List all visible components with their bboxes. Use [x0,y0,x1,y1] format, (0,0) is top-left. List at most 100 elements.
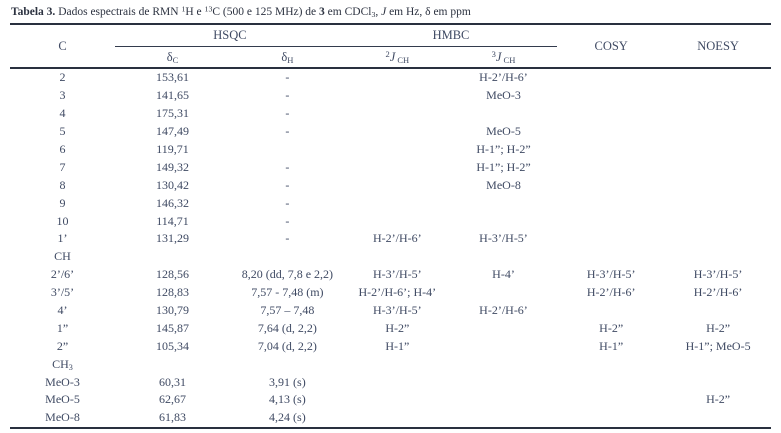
cell-c: 9 [59,195,66,210]
col-group-hmbc: HMBC [344,24,558,47]
cell-delta-c: 175,31 [155,106,189,121]
cell-noesy [665,230,771,248]
cell-cosy: H-2’/H-6’ [586,285,636,300]
cell-3jch [450,212,557,230]
cell-cosy [557,158,665,176]
cell-noesy: H-1”; MeO-5 [685,338,751,353]
table-row: 2’/6’ 128,56 8,20 (dd, 7,8 e 2,2) H-3’/H-5’… [10,266,771,284]
cell-delta-c: 146,32 [155,195,189,210]
cell-noesy [665,194,771,212]
cell-3jch: H-4’ [492,267,515,282]
col-header-noesy: NOESY [697,38,739,53]
cell-delta-h: - [285,106,290,121]
cell-delta-c: 119,71 [156,142,189,156]
table-row: 3’/5’ 128,83 7,57 - 7,48 (m) H-2’/H-6’; H-4… [10,284,771,302]
table-row: 8 130,42 - MeO-8 [10,176,771,194]
cell-c: CH3 [52,356,73,372]
table-row: MeO-3 60,31 3,91 (s) [10,373,771,391]
table-row: 1” 145,87 7,64 (d, 2,2) H-2” H-2” H-2” [10,319,771,337]
cell-noesy: H-3’/H-5’ [693,267,743,282]
cell-c: 5 [59,124,66,139]
cell-noesy [665,248,771,266]
cell-c: MeO-8 [45,410,80,425]
cell-c: CH [54,249,71,264]
cell-delta-c: 61,83 [158,410,186,425]
cell-delta-h: 3,91 (s) [269,374,306,389]
cell-delta-h [230,248,345,266]
cell-delta-h [230,141,345,159]
cell-noesy [665,158,771,176]
col-header-delta-c: δC [166,49,179,65]
cell-2jch [345,158,450,176]
cell-c: MeO-5 [45,392,80,407]
cell-delta-c: 130,79 [155,303,189,318]
col-header-cosy: COSY [594,38,628,53]
cell-delta-h: - [285,159,290,174]
cell-3jch [450,105,557,123]
cell-2jch: H-2’/H-6’ [373,231,422,246]
cell-3jch [450,373,557,391]
cell-noesy [665,176,771,194]
cell-delta-c: 128,83 [155,285,189,300]
cell-2jch: H-2’/H-6’; H-4’ [358,285,437,300]
cell-cosy [557,409,665,428]
cell-delta-h [230,355,345,373]
col-header-c: C [58,38,67,53]
col-header-3jch: 3J CH [491,48,516,65]
cell-cosy: H-3’/H-5’ [586,267,636,282]
cell-delta-h: - [285,124,290,139]
cell-delta-h: - [285,231,290,246]
cell-3jch: H-1”; H-2” [476,159,531,174]
cell-2jch: H-2” [385,320,410,335]
cell-2jch: H-1” [385,338,410,353]
table-row: 9 146,32 - [10,194,771,212]
cell-c: 6 [59,142,66,156]
cell-2jch [345,355,450,373]
nmr-data-table: C HSQC HMBC COSY NOESY δC δH 2J CH 3J CH… [10,23,771,429]
cell-delta-c [115,355,230,373]
cell-2jch [345,212,450,230]
cell-c: 1” [56,320,69,335]
cell-noesy [665,68,771,87]
cell-3jch: H-3’/H-5’ [479,231,528,246]
cell-delta-h: - [285,177,290,192]
cell-delta-c: 105,34 [155,338,189,353]
cell-delta-h: - [285,70,290,85]
cell-2jch [345,373,450,391]
cell-3jch [450,391,557,409]
cell-delta-c: 147,49 [155,124,189,139]
cell-noesy [665,123,771,141]
cell-3jch [450,355,557,373]
cell-noesy [665,409,771,428]
cell-c: 7 [59,159,66,174]
table-row: 5 147,49 - MeO-5 [10,123,771,141]
cell-3jch [450,319,557,337]
cell-delta-h: - [285,195,290,210]
cell-noesy [665,355,771,373]
cell-delta-c: 60,31 [158,374,186,389]
cell-c: 4’ [57,303,68,318]
cell-cosy: H-2” [599,320,624,335]
cell-3jch [450,248,557,266]
table-row: 10 114,71 - [10,212,771,230]
table-row: CH [10,248,771,266]
cell-3jch [450,337,557,355]
cell-noesy [665,302,771,320]
table-row: 2” 105,34 7,04 (d, 2,2) H-1” H-1” H-1”; MeO-5 [10,337,771,355]
cell-2jch [345,105,450,123]
table-row: 3 141,65 - MeO-3 [10,87,771,105]
cell-delta-h: 4,24 (s) [269,410,306,425]
table-row: 2 153,61 - H-2’/H-6’ [10,68,771,87]
cell-delta-c: 149,32 [155,159,189,174]
cell-3jch [450,194,557,212]
col-header-2jch: 2J CH [385,48,410,65]
cell-2jch [345,194,450,212]
cell-3jch [450,284,557,302]
cell-delta-c: 62,67 [158,392,186,407]
table-row: 6 119,71 H-1”; H-2” [10,141,771,159]
cell-noesy: H-2” [706,320,731,335]
col-group-hsqc: HSQC [115,24,345,47]
cell-2jch [345,391,450,409]
cell-c: 1’ [57,231,68,246]
